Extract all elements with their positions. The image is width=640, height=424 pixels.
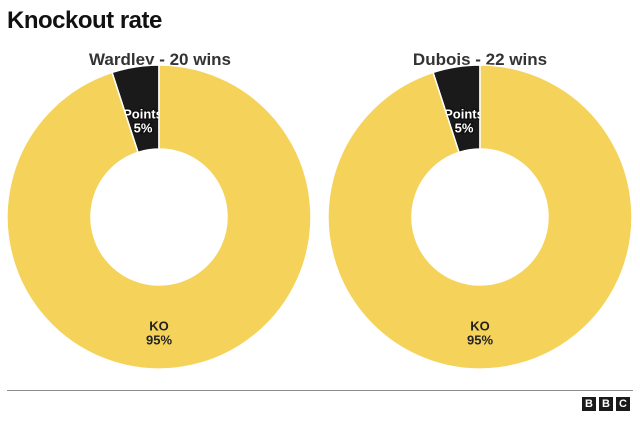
value-points: 5% bbox=[134, 121, 153, 136]
footer-divider bbox=[7, 390, 633, 391]
value-points: 5% bbox=[455, 121, 474, 136]
label-ko: KO bbox=[149, 319, 169, 334]
chart-title-dubois: Dubois - 22 wins bbox=[412, 50, 548, 69]
label-points: Points bbox=[123, 107, 163, 122]
value-ko: 95% bbox=[146, 333, 172, 348]
logo-letter: C bbox=[616, 397, 630, 411]
label-points: Points bbox=[444, 107, 484, 122]
logo-letter: B bbox=[582, 397, 596, 411]
bbc-logo: B B C bbox=[582, 397, 630, 411]
logo-letter: B bbox=[599, 397, 613, 411]
label-ko: KO bbox=[470, 319, 490, 334]
page-title: Knockout rate bbox=[7, 7, 162, 34]
chart-title-wardley: Wardley - 20 wins bbox=[88, 50, 232, 69]
slice-ko bbox=[327, 64, 633, 370]
value-ko: 95% bbox=[467, 333, 493, 348]
slice-ko bbox=[6, 64, 312, 370]
